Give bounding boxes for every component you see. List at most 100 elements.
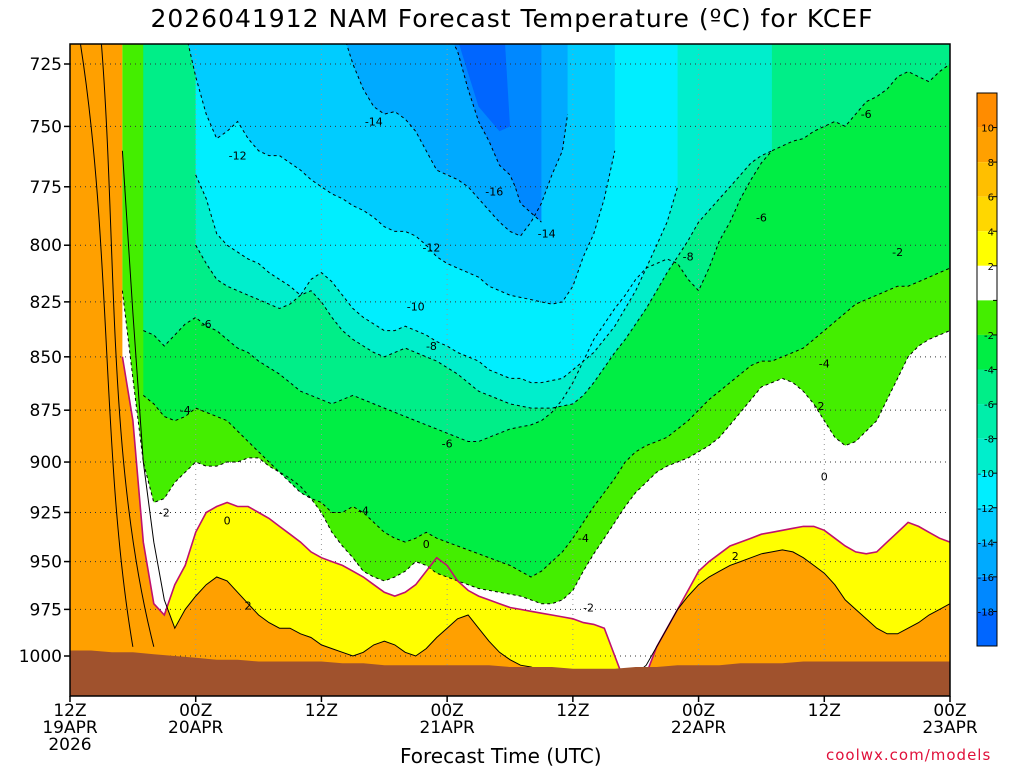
x-tick-label-3-1: 21APR	[419, 718, 475, 738]
x-tick-label-7-0: 00Z	[933, 701, 966, 721]
y-tick-label-900: 900	[30, 453, 62, 473]
contour-label-5: -10	[407, 300, 425, 313]
contour--4	[142, 267, 950, 578]
x-tick-label-5-0: 00Z	[682, 701, 715, 721]
contour-label-14: -4	[578, 532, 589, 545]
contour-label-9: -6	[442, 438, 453, 451]
colorbar-label-11: -12	[978, 504, 994, 515]
colorbar-label-12: -14	[978, 538, 994, 549]
plot-frame	[69, 43, 951, 697]
colorbar-label-3: 4	[988, 227, 994, 238]
contour-label-24: 2	[732, 550, 739, 563]
y-tick-label-950: 950	[30, 553, 62, 573]
contour-label-23: 2	[245, 600, 252, 613]
x-tick-label-4-0: 12Z	[556, 701, 589, 721]
y-tick-label-825: 825	[30, 293, 62, 313]
contour-label-12: -4	[180, 404, 191, 417]
contour-label-2: -14	[538, 228, 556, 241]
contour-label-18: -2	[814, 400, 825, 413]
ground-terrain	[70, 650, 950, 696]
colorbar-band-10	[977, 438, 997, 474]
colorbar-label-7: -4	[984, 366, 994, 377]
colorbar-band-3	[977, 196, 997, 232]
x-axis-label: Forecast Time (UTC)	[400, 744, 602, 768]
contour--12	[187, 44, 616, 305]
contour--8	[195, 150, 773, 409]
grid-lines	[70, 44, 950, 696]
contour-label-17: -2	[583, 602, 594, 615]
colorbar: 10 8 6 4 2 -2 -4 -6 -8 -10 -12 -14 -16 -18	[976, 92, 998, 647]
y-tick-label-875: 875	[30, 401, 62, 421]
contour-0	[121, 356, 950, 685]
contour-label-16: -2	[159, 506, 170, 519]
colorbar-band-14	[977, 576, 997, 612]
x-tick-label-3-0: 00Z	[431, 701, 464, 721]
contour-label-11: -6	[861, 108, 872, 121]
contour-label-13: -4	[358, 504, 369, 517]
colorbar-label-1: 8	[988, 158, 994, 169]
x-tick-label-2-0: 12Z	[305, 701, 338, 721]
x-tick-label-0-2: 2026	[48, 735, 91, 755]
x-tick-label-1-1: 20APR	[168, 718, 224, 738]
colorbar-label-13: -16	[978, 573, 994, 584]
contour-label-0: -16	[485, 186, 503, 199]
colorbar-label-4: 2	[988, 262, 994, 273]
x-tick-label-0-0: 12Z	[53, 701, 86, 721]
colorbar-label-10: -10	[978, 469, 994, 480]
contour-label-6: -8	[426, 340, 437, 353]
y-axis: 725 750 775 800 825 850 875 900 925 950 975 1000	[19, 55, 70, 667]
contour--10	[195, 174, 679, 384]
contour--14	[346, 44, 569, 237]
colorbar-band-13	[977, 542, 997, 577]
colorbar-label-6: -2	[984, 331, 994, 342]
contour-label-3: -12	[229, 150, 247, 163]
colorbar-band-7	[977, 334, 997, 370]
colorbar-band-8	[977, 369, 997, 405]
y-tick-label-975: 975	[30, 600, 62, 620]
contour-label-10: -6	[756, 211, 767, 224]
x-tick-label-6-0: 12Z	[808, 701, 841, 721]
contour--16	[453, 44, 542, 223]
colorbar-band-5	[977, 265, 997, 301]
colorbar-label-8: -6	[984, 400, 994, 411]
y-tick-label-800: 800	[30, 236, 62, 256]
contour-label-1: -14	[365, 115, 383, 128]
ground-layer	[70, 650, 950, 696]
colorbar-band-4	[977, 231, 997, 266]
colorbar-band-12	[977, 507, 997, 543]
contour-warm-0	[79, 44, 134, 647]
contour-label-8: -6	[201, 318, 212, 331]
contour-labels: -16 -14 -14 -12 -12 -10 -8 -8 -6 -6 -6 -6 -4 -4 -4 -4 -2…	[159, 108, 903, 614]
contour-warm-1	[100, 44, 155, 647]
contour-label-20: 0	[224, 514, 231, 527]
colorbar-band-9	[977, 404, 997, 439]
colorbar-label-2: 6	[988, 193, 994, 204]
x-tick-label-5-1: 22APR	[671, 718, 727, 738]
contour-label-7: -8	[683, 251, 694, 264]
y-tick-label-850: 850	[30, 348, 62, 368]
contour-label-19: -2	[892, 246, 903, 259]
y-tick-label-725: 725	[30, 55, 62, 75]
colorbar-band-1	[977, 127, 997, 163]
y-tick-label-925: 925	[30, 503, 62, 523]
colorbar-band-2	[977, 162, 997, 197]
contour-label-22: 0	[821, 470, 828, 483]
colorbar-label-9: -8	[984, 435, 994, 446]
y-tick-label-775: 775	[30, 178, 62, 198]
colorbar-label-0: 10	[981, 124, 994, 135]
contour-label-4: -12	[422, 242, 440, 255]
x-tick-label-1-0: 00Z	[179, 701, 212, 721]
colorbar-label-14: -18	[978, 607, 994, 618]
y-tick-label-1000: 1000	[19, 647, 62, 667]
contour-label-15: -4	[819, 357, 830, 370]
temperature-fills	[122, 44, 950, 684]
chart-title: 2026041912 NAM Forecast Temperature (ºC)…	[150, 4, 874, 33]
contour-label-21: 0	[423, 538, 430, 551]
credit-text: coolwx.com/models	[826, 746, 992, 764]
y-tick-label-750: 750	[30, 117, 62, 137]
x-tick-label-7-1: 23APR	[922, 718, 978, 738]
colorbar-band-0	[977, 93, 997, 128]
contour-lines	[79, 44, 950, 685]
